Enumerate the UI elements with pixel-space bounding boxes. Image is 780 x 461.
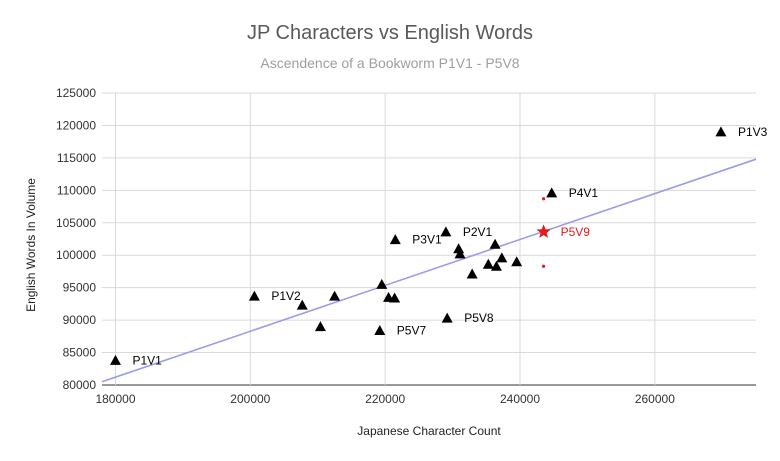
data-point (715, 126, 727, 137)
point-label: P1V3 (738, 125, 768, 139)
highlight-label: P5V9 (561, 225, 591, 239)
point-label: P3V1 (412, 233, 442, 247)
chart-subtitle: Ascendence of a Bookworm P1V1 - P5V8 (260, 55, 520, 71)
y-tick-label: 85000 (63, 346, 97, 360)
y-axis-label: English Words In Volume (24, 178, 38, 312)
y-tick-label: 80000 (63, 378, 97, 392)
data-point (296, 299, 308, 310)
point-label: P5V8 (464, 311, 494, 325)
x-tick-label: 200000 (230, 392, 270, 406)
data-point (441, 312, 453, 323)
data-point (466, 268, 478, 279)
data-point (314, 321, 326, 332)
y-tick-label: 90000 (63, 313, 97, 327)
chart-title: JP Characters vs English Words (246, 22, 534, 44)
data-point (489, 238, 501, 249)
data-point (376, 278, 388, 289)
x-tick-label: 180000 (95, 392, 135, 406)
grid-lines (102, 92, 756, 386)
error-marker (542, 197, 546, 201)
x-axis-label: Japanese Character Count (357, 424, 501, 438)
y-tick-label: 115000 (57, 151, 96, 165)
data-point (454, 248, 466, 259)
x-tick-label: 240000 (500, 392, 540, 406)
x-tick-label: 220000 (365, 392, 405, 406)
data-point (329, 290, 341, 301)
highlight-point: P5V9 (536, 197, 591, 268)
point-label: P2V1 (463, 225, 493, 239)
y-tick-label: 100000 (56, 248, 96, 262)
y-tick-labels: 80000 85000 90000 95000 100000 105000 110000 11… (56, 86, 96, 392)
x-tick-label: 260000 (635, 392, 675, 406)
x-tick-labels: 180000 200000 220000 240000 260000 (95, 392, 675, 406)
data-point (546, 187, 558, 198)
y-tick-label: 95000 (63, 281, 97, 295)
data-point (109, 354, 121, 365)
y-tick-label: 110000 (57, 183, 96, 197)
y-tick-label: 120000 (56, 118, 96, 132)
trendline (101, 158, 757, 383)
data-points (109, 126, 727, 365)
point-label: P5V7 (397, 323, 427, 337)
y-tick-label: 105000 (56, 216, 96, 230)
trendline-line (101, 158, 757, 383)
data-point (389, 234, 401, 245)
data-point (453, 243, 465, 254)
data-point (496, 252, 508, 263)
data-point (440, 226, 452, 237)
data-point (374, 324, 386, 335)
star-marker (536, 224, 551, 238)
data-point (511, 256, 523, 267)
data-point (482, 258, 494, 269)
point-labels: P1V1 P1V2 P5V7 P3V1 P2V1 P5V8 P4V1 P1V3 (132, 125, 767, 367)
point-label: P1V1 (132, 353, 162, 367)
error-marker (542, 264, 546, 268)
data-point (248, 290, 260, 301)
data-point (490, 260, 502, 271)
data-point (389, 292, 401, 303)
y-tick-label: 125000 (56, 86, 96, 100)
point-label: P4V1 (569, 186, 599, 200)
point-label: P1V2 (271, 289, 301, 303)
